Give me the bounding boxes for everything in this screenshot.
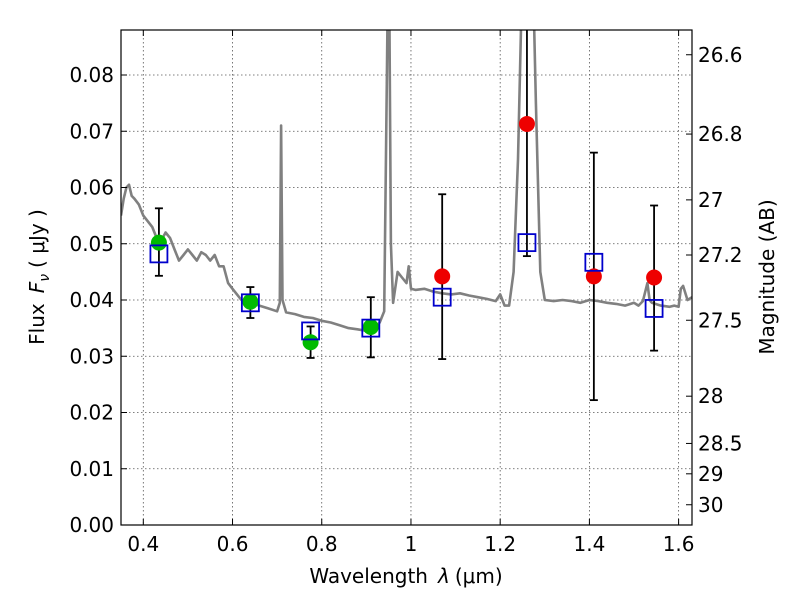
red-data-point — [434, 268, 451, 285]
right-axis-title: Magnitude (AB) — [755, 199, 779, 354]
mag-tick-label: 30 — [698, 493, 723, 517]
red-data-point — [585, 268, 602, 285]
green-data-point — [362, 319, 379, 335]
red-data-point — [646, 269, 663, 286]
y-tick-label: 0.01 — [69, 457, 114, 481]
y-tick-label: 0.00 — [69, 513, 114, 537]
x-tick-label: 0.8 — [306, 532, 338, 556]
mag-tick-label: 28.5 — [698, 431, 743, 455]
y-tick-label: 0.02 — [69, 401, 114, 425]
mag-tick-label: 27.2 — [698, 243, 743, 267]
x-tick-label: 0.6 — [217, 532, 249, 556]
mag-tick-label: 28 — [698, 384, 723, 408]
green-data-point — [302, 334, 319, 351]
x-tick-label: 1.6 — [663, 532, 695, 556]
blue-square-point — [517, 233, 537, 253]
mag-tick-label: 26.6 — [698, 43, 743, 67]
x-tick-label: 1.2 — [484, 532, 516, 556]
y-axis-title: FluxFν( μJy ) — [25, 209, 53, 345]
axis-ticks: 0.4 0.6 0.8 1 1.2 1.4 1.6 0.00 0.01 0.02 0.03 0.04 0… — [69, 30, 743, 556]
blue-square-point — [301, 321, 320, 341]
x-axis-title: Wavelength λ (μm) — [309, 564, 502, 588]
blue-square-point — [644, 299, 664, 318]
mag-tick-label: 29 — [698, 462, 723, 486]
blue-square-point — [361, 318, 381, 338]
green-data-point — [150, 234, 167, 251]
y-tick-label: 0.05 — [69, 232, 114, 256]
green-data-point — [242, 293, 259, 310]
y-tick-label: 0.03 — [69, 344, 114, 368]
blue-square-point — [432, 287, 452, 307]
blue-square-point — [149, 244, 169, 264]
mag-tick-label: 27 — [698, 188, 723, 212]
plot-frame — [120, 29, 693, 526]
blue-square-point — [584, 252, 604, 272]
y-tick-label: 0.04 — [69, 288, 114, 312]
mag-tick-label: 26.8 — [698, 122, 743, 146]
y-tick-label: 0.07 — [69, 119, 114, 143]
model-spectrum-line — [121, 30, 692, 334]
red-data-point — [518, 115, 535, 132]
y-tick-label: 0.08 — [69, 63, 114, 87]
mag-tick-label: 27.5 — [698, 308, 743, 332]
x-tick-label: 1 — [405, 532, 418, 556]
x-tick-label: 1.4 — [573, 532, 605, 556]
plot-area — [121, 30, 692, 402]
blue-square-point — [240, 293, 260, 313]
x-tick-label: 0.4 — [127, 532, 159, 556]
y-tick-label: 0.06 — [69, 176, 114, 200]
